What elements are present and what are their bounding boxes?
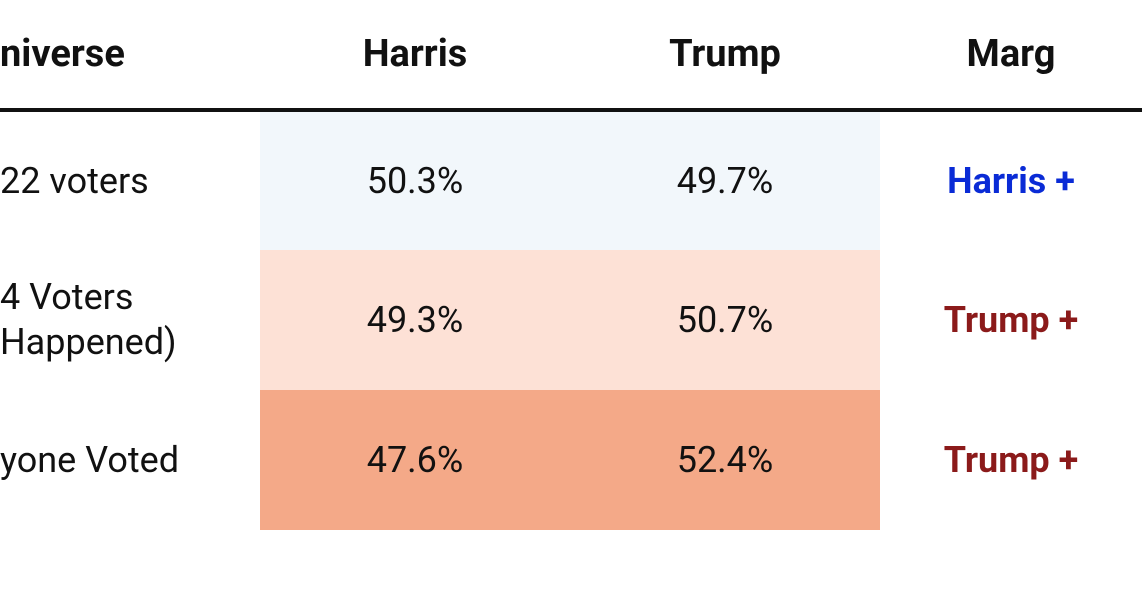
table-row: yone Voted 47.6% 52.4% Trump + bbox=[0, 390, 1142, 530]
cell-trump: 49.7% bbox=[570, 110, 880, 250]
cell-margin: Harris + bbox=[880, 110, 1142, 250]
table-row: 4 VotersHappened) 49.3% 50.7% Trump + bbox=[0, 250, 1142, 390]
results-table: niverse Harris Trump Marg 22 voters 50.3… bbox=[0, 0, 1142, 530]
cell-universe: yone Voted bbox=[0, 390, 260, 530]
cell-universe: 4 VotersHappened) bbox=[0, 250, 260, 390]
cell-harris: 47.6% bbox=[260, 390, 570, 530]
col-header-harris: Harris bbox=[260, 0, 570, 110]
table-row: 22 voters 50.3% 49.7% Harris + bbox=[0, 110, 1142, 250]
cell-margin: Trump + bbox=[880, 390, 1142, 530]
col-header-margin: Marg bbox=[880, 0, 1142, 110]
table-header: niverse Harris Trump Marg bbox=[0, 0, 1142, 110]
cell-margin: Trump + bbox=[880, 250, 1142, 390]
cell-trump: 52.4% bbox=[570, 390, 880, 530]
cell-universe: 22 voters bbox=[0, 110, 260, 250]
cell-harris: 50.3% bbox=[260, 110, 570, 250]
cell-trump: 50.7% bbox=[570, 250, 880, 390]
cell-harris: 49.3% bbox=[260, 250, 570, 390]
col-header-trump: Trump bbox=[570, 0, 880, 110]
table-body: 22 voters 50.3% 49.7% Harris + 4 VotersH… bbox=[0, 110, 1142, 530]
col-header-universe: niverse bbox=[0, 0, 260, 110]
